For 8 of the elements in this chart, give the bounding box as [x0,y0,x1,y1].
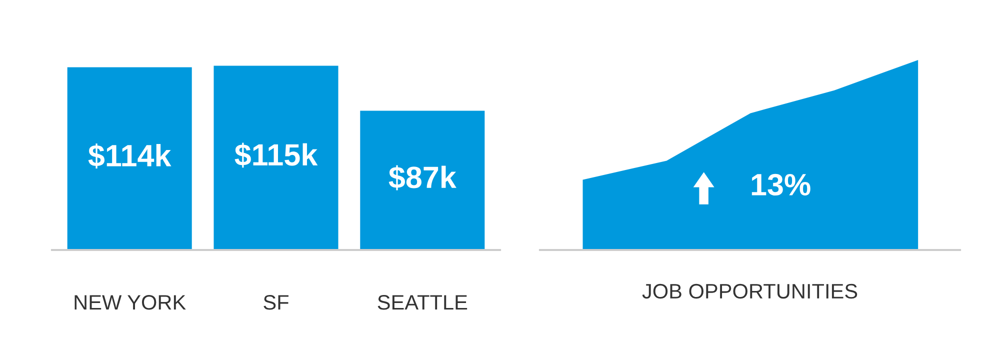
annotation: 13% [752,174,810,196]
x-tick-label: NEW YORK [74,294,186,310]
data-label: $114k [88,144,172,168]
data-label: $87k [388,165,456,190]
data-label: $115k [234,142,318,168]
x-tick-label: SF [264,294,288,310]
x-tick-label: SEATTLE [378,294,468,310]
x-axis-title: JOB OPPORTUNITIES [642,284,858,299]
